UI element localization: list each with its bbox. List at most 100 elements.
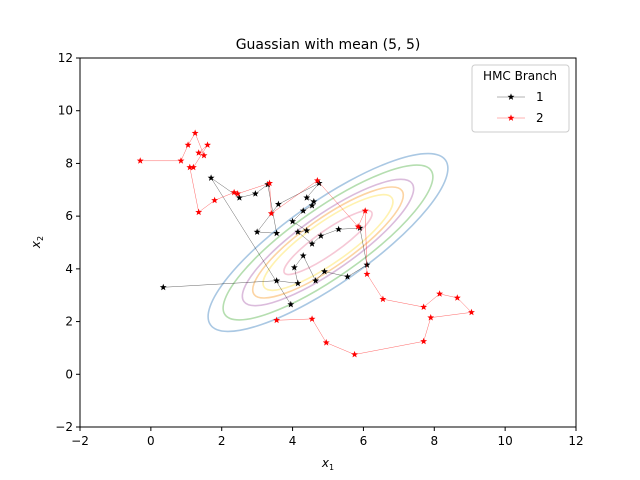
series-2-point [361, 207, 369, 214]
series-2-point [200, 151, 208, 159]
series-2-point [363, 270, 371, 278]
legend-box [471, 64, 570, 133]
series-1-point [273, 277, 281, 284]
chart-title: Guassian with mean (5, 5) [236, 37, 421, 53]
y-tick-label: 10 [58, 104, 73, 118]
series-2-point [195, 149, 203, 156]
series-1-point [236, 194, 243, 201]
series-1-point [310, 198, 318, 205]
x-tick-label: −2 [71, 434, 89, 448]
contour-line [251, 186, 405, 299]
series-2-point [191, 129, 199, 137]
series-2-point [453, 294, 461, 301]
y-tick-label: 2 [65, 315, 73, 329]
contour-line [241, 178, 415, 307]
density-contours [207, 152, 449, 333]
series-1-point [264, 180, 272, 188]
series-1-point [321, 267, 328, 275]
x-tick-label: 12 [568, 434, 583, 448]
y-axis-ticks: −2 0 2 4 6 8 10 12 [55, 51, 80, 434]
y-tick-label: 6 [65, 209, 73, 223]
series-2-point [266, 179, 273, 187]
series-1-point [207, 174, 215, 181]
y-tick-label: 0 [65, 367, 73, 381]
series-2-point [184, 141, 192, 148]
series-2-point [136, 157, 144, 164]
series-2-point [230, 188, 238, 196]
legend: HMC Branch 1 2 [471, 64, 570, 133]
series-1-point [159, 283, 167, 291]
series-1-point [312, 277, 320, 284]
legend-title: HMC Branch [483, 69, 557, 83]
x-tick-label: 4 [289, 434, 297, 448]
series-1-point [251, 190, 259, 197]
series-1-point [294, 228, 302, 235]
series-1-point [299, 252, 307, 259]
legend-label-1: 1 [536, 90, 544, 104]
series-1-point [303, 227, 311, 234]
x-axis-label: x1 [321, 456, 334, 472]
series-2-point [204, 141, 211, 148]
series-2-point [354, 223, 362, 230]
series-layer [136, 129, 475, 358]
series-2-point [322, 339, 330, 346]
series-1-point [299, 207, 307, 214]
series-2-point [267, 209, 275, 217]
series-1-point [290, 263, 298, 271]
series-2-point [468, 308, 475, 316]
x-tick-label: 0 [147, 434, 155, 448]
x-axis-label-sub: 1 [329, 463, 334, 472]
series-1-point [253, 228, 261, 235]
series-2-point [351, 350, 358, 358]
series-2-point [420, 337, 428, 345]
series-2-point [234, 190, 242, 197]
x-axis-label-main: x [321, 456, 330, 470]
series-2-point [189, 163, 197, 171]
series-1-point [317, 232, 325, 239]
series-1-point [273, 229, 281, 237]
series-1-point [289, 217, 296, 225]
x-axis-ticks: −2 0 2 4 6 8 10 12 [71, 427, 584, 448]
series-1-point [335, 225, 343, 233]
x-tick-label: 2 [218, 434, 226, 448]
series-1-point [344, 273, 351, 280]
y-axis-label-sub: 2 [36, 236, 45, 241]
series-2-point [177, 157, 185, 164]
series-2-point [195, 208, 203, 216]
series-1-point [308, 240, 316, 247]
series-2-point [379, 295, 387, 303]
y-tick-label: 8 [65, 156, 73, 170]
y-axis-label: x2 [29, 236, 45, 249]
contour-line [207, 152, 449, 333]
x-tick-label: 10 [498, 434, 513, 448]
y-tick-label: −2 [55, 420, 73, 434]
contour-line [262, 193, 394, 292]
series-2-point [420, 303, 428, 310]
legend-label-2: 2 [536, 111, 544, 125]
series-2-point [211, 196, 219, 204]
series-1-point [294, 279, 302, 287]
y-tick-label: 4 [65, 262, 73, 276]
legend-marker-2 [507, 114, 515, 121]
y-axis-label-main: x [29, 240, 43, 249]
y-tick-label: 12 [58, 51, 73, 65]
series-1-point [287, 300, 295, 308]
series-2-point [436, 290, 444, 297]
series-1-point [274, 200, 282, 208]
series-2-point [273, 316, 281, 324]
legend-marker-1 [507, 93, 515, 100]
series-1-point [356, 224, 364, 231]
series-2-point [427, 314, 435, 321]
contour-line [283, 209, 373, 276]
series-2-point [313, 176, 321, 184]
plot-frame [79, 57, 577, 428]
x-tick-label: 6 [360, 434, 368, 448]
x-tick-label: 8 [430, 434, 438, 448]
series-2-point [308, 315, 316, 322]
series-1-point [308, 202, 316, 209]
contour-line [222, 164, 434, 321]
series-1-point [363, 261, 371, 268]
series-1-point [303, 194, 311, 201]
series-2-point [186, 163, 194, 171]
